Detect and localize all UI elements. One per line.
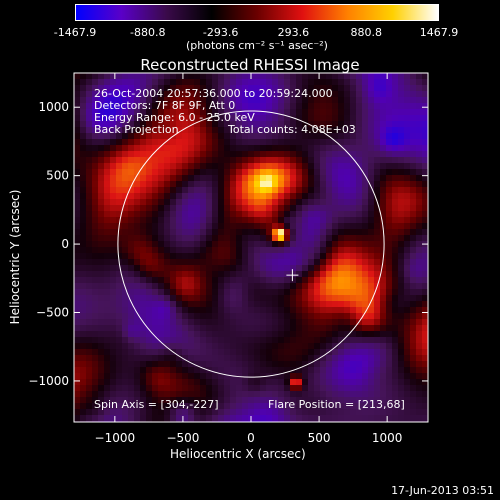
heatmap-image xyxy=(74,73,428,422)
y-axis-label: Heliocentric Y (arcsec) xyxy=(8,189,22,325)
time-range-label: 26-Oct-2004 20:57:36.000 to 20:59:24.000 xyxy=(94,87,333,100)
y-tick-label: −500 xyxy=(36,306,69,320)
chart-title: Reconstructed RHESSI Image xyxy=(140,56,360,74)
energy-range-label: Energy Range: 6.0 - 25.0 keV xyxy=(94,111,255,124)
timestamp: 17-Jun-2013 03:51 xyxy=(391,484,494,497)
colorbar xyxy=(75,4,439,21)
colorbar-gradient xyxy=(76,5,438,20)
spin-axis-marker xyxy=(286,269,299,282)
colorbar-tick-label: -1467.9 xyxy=(53,26,97,39)
total-counts-label: Total counts: 4.08E+03 xyxy=(228,123,356,136)
x-tick-label: −500 xyxy=(166,431,199,445)
x-axis-label: Heliocentric X (arcsec) xyxy=(170,447,306,461)
colorbar-tick-label: 1467.9 xyxy=(419,26,459,39)
colorbar-tick-label: 293.6 xyxy=(277,26,310,39)
x-tick-label: 0 xyxy=(247,431,255,445)
y-tick-label: −1000 xyxy=(28,374,69,388)
y-tick-label: 1000 xyxy=(38,100,69,114)
y-tick-label: 500 xyxy=(46,169,69,183)
colorbar-tick-label: 880.8 xyxy=(350,26,382,39)
x-tick-label: 500 xyxy=(308,431,331,445)
x-tick-label: 1000 xyxy=(372,431,403,445)
method-label: Back Projection xyxy=(94,123,179,136)
colorbar-unit-label: (photons cm⁻² s⁻¹ asec⁻²) xyxy=(186,39,328,52)
detectors-label: Detectors: 7F 8F 9F, Att 0 xyxy=(94,99,236,112)
spin-axis-label: Spin Axis = [304,-227] xyxy=(94,398,219,411)
flare-position-label: Flare Position = [213,68] xyxy=(268,398,405,411)
solar-limb-circle xyxy=(117,110,385,378)
colorbar-tick-label: -293.6 xyxy=(202,26,239,39)
y-tick-label: 0 xyxy=(61,237,69,251)
colorbar-tick-label: -880.8 xyxy=(130,26,166,39)
x-tick-label: −1000 xyxy=(95,431,136,445)
